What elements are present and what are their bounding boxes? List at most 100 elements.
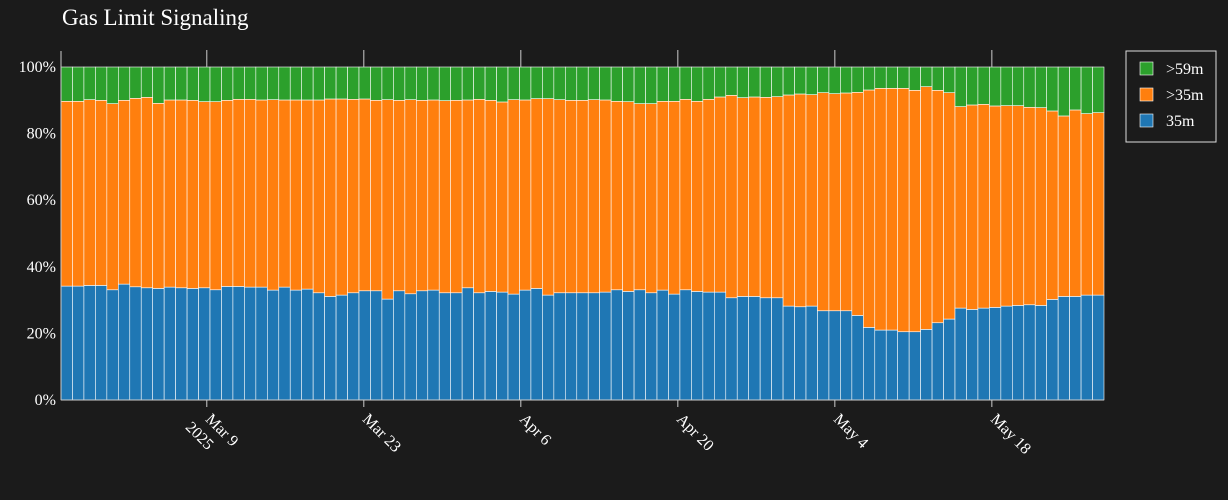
bar-series0-64 [794, 306, 807, 401]
bar-series2-42 [542, 66, 555, 99]
bar-series1-70 [863, 89, 876, 328]
bar-series1-49 [622, 101, 635, 292]
bar-series1-69 [851, 92, 864, 316]
bar-series2-55 [691, 66, 704, 102]
bar-series1-38 [496, 101, 509, 293]
bar-series1-76 [931, 90, 944, 324]
bar-series0-81 [989, 307, 1002, 401]
bar-series2-24 [335, 66, 348, 100]
bar-series2-72 [885, 66, 898, 89]
legend-label-1: >35m [1166, 87, 1204, 104]
bar-series0-69 [851, 315, 864, 401]
bar-series0-34 [450, 292, 463, 401]
bar-series1-23 [324, 98, 337, 297]
bar-series1-6 [129, 98, 142, 288]
bar-series0-73 [897, 331, 910, 401]
bar-series0-80 [977, 307, 990, 401]
bar-series1-72 [885, 88, 898, 331]
bar-series2-62 [771, 66, 784, 97]
y-tick-label-1: 20% [27, 325, 56, 342]
x-tick-label-2: Apr 6 [516, 411, 554, 449]
bar-series2-51 [645, 66, 658, 104]
bar-series0-67 [828, 310, 841, 401]
bar-series2-23 [324, 66, 337, 100]
bar-series2-0 [60, 66, 73, 102]
bar-series1-14 [221, 100, 234, 287]
bar-series2-13 [209, 66, 222, 102]
bar-series2-18 [267, 66, 280, 100]
bar-series1-81 [989, 105, 1002, 308]
bar-series1-20 [289, 99, 302, 291]
bar-series2-3 [95, 66, 108, 101]
legend-label-2: 35m [1166, 113, 1195, 130]
bar-series1-22 [312, 99, 325, 294]
bar-series2-45 [576, 66, 589, 101]
bar-series2-89 [1080, 66, 1093, 114]
bar-series0-60 [748, 296, 761, 401]
bar-series2-43 [553, 66, 566, 100]
bar-series0-61 [759, 297, 772, 401]
bars-layer [60, 66, 1105, 401]
bar-series1-55 [691, 101, 704, 292]
bar-series0-57 [714, 291, 727, 401]
bar-series2-84 [1023, 66, 1036, 108]
bar-series2-85 [1034, 66, 1047, 108]
bar-series1-40 [519, 99, 532, 291]
bar-series1-35 [461, 99, 474, 289]
legend-label-0: >59m [1166, 61, 1204, 78]
bar-series1-53 [668, 101, 681, 295]
bar-series2-14 [221, 66, 234, 101]
y-tick-label-0: 0% [35, 392, 56, 409]
bar-series1-48 [610, 101, 623, 291]
bar-series0-13 [209, 289, 222, 401]
legend-swatch-1 [1139, 87, 1154, 102]
bar-series1-61 [759, 97, 772, 299]
bar-series1-13 [209, 101, 222, 291]
bar-series2-70 [863, 66, 876, 91]
legend: >59m >35m 35m [1125, 50, 1217, 143]
bar-series2-17 [255, 66, 268, 101]
bar-series0-16 [244, 286, 257, 401]
bar-series2-4 [106, 66, 119, 104]
bar-series0-4 [106, 289, 119, 401]
bar-series0-24 [335, 294, 348, 401]
bar-series1-11 [186, 100, 199, 289]
bar-series0-68 [840, 310, 853, 401]
bar-series1-9 [163, 99, 176, 288]
bar-series2-74 [908, 66, 921, 91]
bar-series0-10 [175, 287, 188, 401]
bar-series1-77 [943, 92, 956, 320]
bar-series2-60 [748, 66, 761, 98]
bar-series2-53 [668, 66, 681, 102]
bar-series2-8 [152, 66, 165, 104]
bar-series0-8 [152, 288, 165, 401]
bar-series1-5 [118, 100, 131, 285]
bar-series2-61 [759, 66, 772, 98]
bar-series1-46 [587, 99, 600, 294]
bar-series1-71 [874, 88, 887, 331]
bar-series1-50 [633, 103, 646, 291]
bar-series1-58 [725, 95, 738, 299]
bar-series0-87 [1057, 296, 1070, 401]
bar-series1-2 [83, 99, 96, 286]
bar-series2-12 [198, 66, 211, 102]
bar-series2-83 [1012, 66, 1025, 106]
bar-series0-89 [1080, 294, 1093, 401]
bar-series0-43 [553, 292, 566, 401]
bar-series2-87 [1057, 66, 1070, 117]
bar-series1-66 [817, 92, 830, 312]
bar-series0-32 [427, 289, 440, 401]
bar-series2-25 [347, 66, 360, 100]
bar-series0-21 [301, 288, 314, 401]
bar-series2-39 [507, 66, 520, 100]
bar-series0-77 [943, 318, 956, 401]
bar-series0-46 [587, 292, 600, 401]
bar-series1-87 [1057, 115, 1070, 297]
bar-series0-40 [519, 289, 532, 401]
bar-series2-40 [519, 66, 532, 101]
bar-series2-50 [633, 66, 646, 104]
bar-series0-38 [496, 291, 509, 401]
bar-series1-44 [565, 100, 578, 294]
bar-series2-11 [186, 66, 199, 101]
bar-series1-80 [977, 104, 990, 309]
